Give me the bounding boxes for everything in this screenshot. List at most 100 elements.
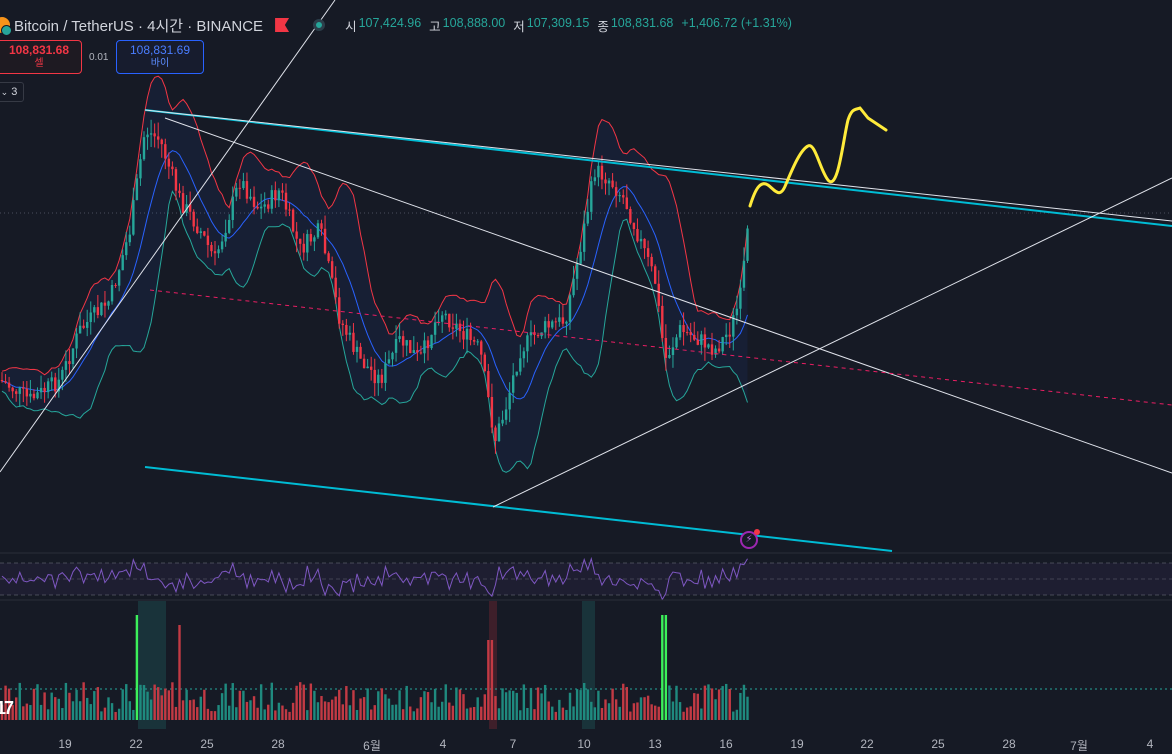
upper-trendline-cyan[interactable] — [144, 109, 1172, 227]
volume-bar — [249, 700, 252, 720]
diagonal-line-3[interactable] — [492, 177, 1172, 508]
candle-body — [632, 222, 636, 229]
volume-bar — [142, 685, 146, 720]
high-value: 108,888.00 — [442, 15, 506, 30]
volume-bar — [597, 690, 600, 720]
volume-bar — [661, 615, 664, 720]
sell-price: 108,831.68 — [8, 43, 70, 57]
candle-body — [377, 374, 380, 384]
volume-bar — [334, 696, 337, 720]
candle-body — [270, 190, 273, 209]
volume-bar — [181, 700, 185, 720]
candle-body — [604, 179, 607, 184]
high-label: 고 — [429, 19, 441, 34]
upper-trendline-white[interactable] — [144, 109, 1172, 222]
volume-bar — [742, 684, 746, 720]
volume-bar — [636, 702, 639, 720]
volume-bar — [384, 694, 387, 720]
time-axis[interactable]: 19 22 25 28 6월 4 7 10 13 16 19 22 25 28 … — [0, 735, 1172, 754]
candle-body — [625, 197, 628, 210]
candle-body — [291, 209, 295, 232]
candle-body — [206, 235, 210, 246]
volume-bar — [657, 706, 660, 720]
candle-body — [199, 231, 202, 233]
bollinger-fill — [2, 76, 748, 473]
volume-bar — [394, 704, 398, 720]
candle-body — [149, 133, 153, 135]
volume-bar — [149, 699, 153, 720]
volume-bar — [281, 705, 284, 720]
candle-body — [188, 204, 192, 212]
lower-trendline-cyan[interactable] — [144, 466, 893, 552]
sell-button[interactable]: 108,831.68 셀 — [0, 40, 82, 74]
candle-body — [373, 369, 376, 384]
volume-bar — [352, 690, 355, 720]
volume-bar — [125, 684, 128, 720]
volume-bar — [43, 692, 46, 720]
volume-bar — [568, 692, 572, 720]
candle-body — [15, 391, 18, 394]
volume-bar — [611, 688, 614, 720]
buy-button[interactable]: 108,831.69 바이 — [116, 40, 204, 74]
flag-icon[interactable] — [275, 18, 290, 32]
dashed-midline[interactable] — [149, 289, 1172, 406]
candle-body — [249, 196, 252, 199]
volume-bar — [270, 682, 273, 720]
candle-body — [590, 181, 593, 212]
candle-body — [579, 251, 582, 264]
candle-body — [284, 192, 288, 210]
volume-bar — [476, 697, 479, 720]
chevron-down-icon: ⌄ — [0, 86, 9, 97]
candle-body — [316, 223, 320, 238]
candle-body — [618, 195, 621, 197]
volume-bar — [380, 688, 384, 720]
volume-bar — [4, 685, 7, 720]
indicator-toggle[interactable]: ⌄ 3 — [0, 82, 24, 102]
volume-bar — [678, 702, 682, 720]
candle-body — [362, 358, 366, 369]
x-tick: 16 — [719, 737, 733, 751]
volume-bar — [529, 687, 533, 720]
candle-body — [519, 358, 522, 372]
candle-body — [543, 321, 547, 333]
annotation-arrow[interactable] — [748, 106, 888, 208]
symbol-title[interactable]: Bitcoin / TetherUS · 4시간 · BINANCE — [14, 17, 264, 35]
candle-body — [220, 241, 224, 250]
tradingview-logo-icon[interactable]: 17 — [0, 698, 14, 718]
volume-bar — [540, 693, 543, 720]
candle-body — [487, 371, 490, 398]
volume-bar — [409, 706, 412, 720]
candle-body — [160, 139, 163, 145]
volume-bar — [483, 694, 486, 720]
x-tick: 19 — [790, 737, 804, 751]
volume-bar — [707, 684, 710, 720]
volume-bar — [224, 683, 227, 720]
candle-body — [89, 312, 92, 323]
candle-body — [586, 211, 589, 224]
volume-bar — [57, 698, 60, 720]
lightning-alert-icon[interactable]: ⚡ — [740, 529, 760, 549]
diagonal-line-1[interactable] — [0, 0, 336, 473]
candle-body — [71, 348, 75, 365]
volume-bar — [693, 693, 696, 720]
candle-body — [11, 387, 14, 392]
indicator-count: 3 — [11, 86, 18, 98]
volume-bar — [192, 699, 195, 720]
candle-body — [323, 228, 327, 254]
candle-body — [483, 354, 486, 372]
candle-body — [572, 278, 575, 296]
candle-body — [274, 190, 277, 201]
candle-body — [242, 181, 245, 189]
volume-bar — [220, 693, 224, 720]
candle-body — [710, 344, 714, 355]
volume-bar — [622, 683, 625, 720]
volume-bar — [93, 691, 96, 720]
trend-lines[interactable] — [0, 0, 1172, 552]
volume-bar — [39, 704, 43, 720]
volume-bar — [614, 699, 618, 720]
volume-bar — [359, 698, 362, 720]
diagonal-line-2[interactable] — [164, 117, 1172, 474]
candle-body — [125, 242, 128, 256]
